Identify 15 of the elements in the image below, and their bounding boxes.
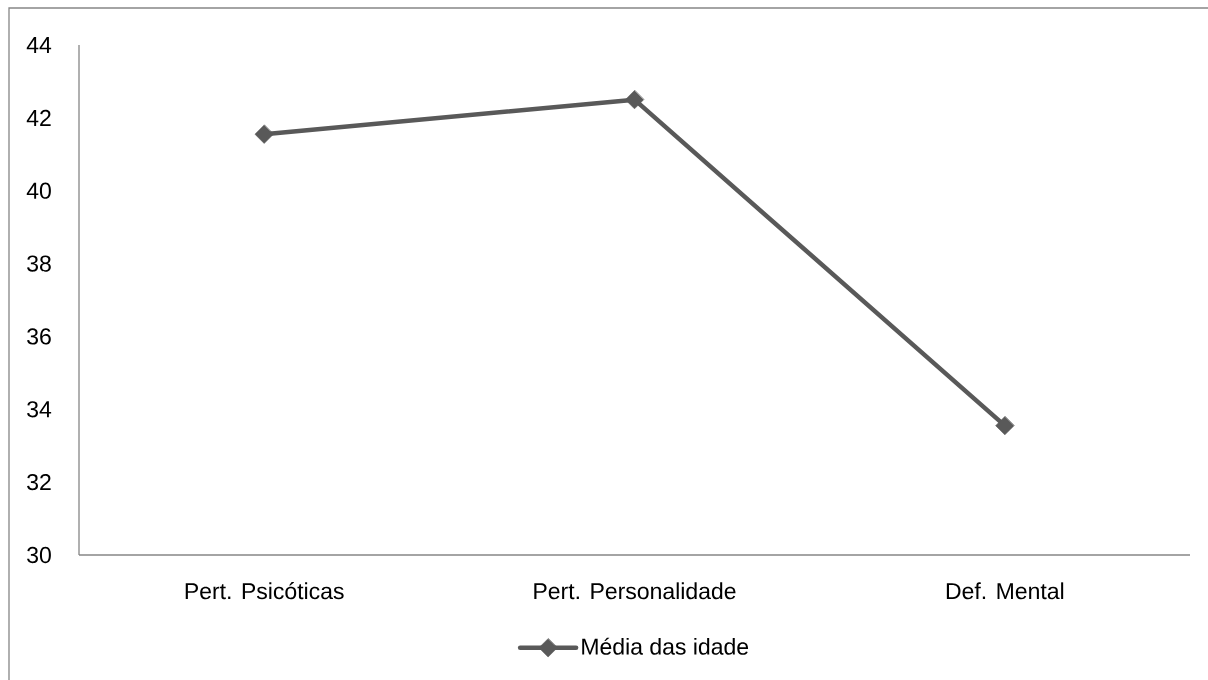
point	[625, 90, 644, 110]
y-tick-label: 40	[26, 182, 51, 199]
y-tick-label: 42	[26, 109, 51, 126]
y-tick-label: 30	[27, 546, 51, 564]
point	[254, 124, 274, 144]
y-tick-label: 38	[27, 255, 51, 272]
y-tick-label: 34	[27, 401, 52, 418]
legend-label: Média das idade	[582, 637, 749, 655]
y-tick-label: 32	[27, 474, 51, 491]
y-tick-label: 44	[26, 37, 52, 53]
y-tick-label: 36	[27, 328, 51, 345]
x-tick-label: Def. Mental	[946, 582, 1064, 600]
x-tick-label: Pert. Personalidade	[534, 582, 736, 600]
x-tick-label: Pert. Psicóticas	[185, 582, 344, 600]
point	[995, 416, 1015, 436]
